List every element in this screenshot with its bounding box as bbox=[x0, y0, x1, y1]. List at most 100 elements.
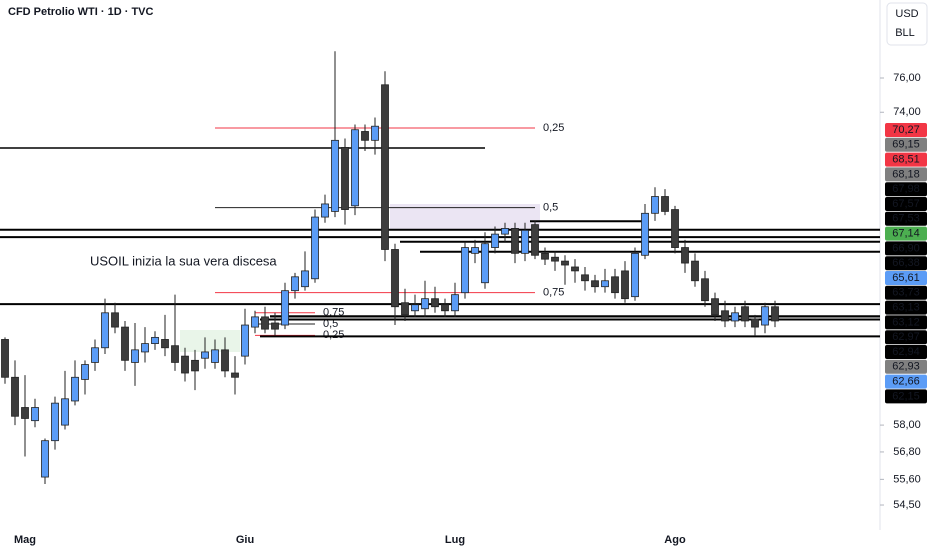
candle-body bbox=[741, 306, 749, 322]
candle-body bbox=[71, 376, 79, 402]
fib-label: 0,75 bbox=[543, 287, 564, 299]
price-label: 66,38 bbox=[892, 257, 920, 269]
candle-body bbox=[41, 440, 49, 478]
candle-body bbox=[601, 280, 609, 288]
candle-body bbox=[411, 304, 419, 312]
candle-body bbox=[251, 316, 259, 328]
candle-body bbox=[711, 298, 719, 316]
candle-body bbox=[151, 336, 159, 345]
candle-body bbox=[1, 339, 9, 378]
x-tick-label: Giu bbox=[236, 534, 254, 546]
y-tick-label: 54,50 bbox=[893, 499, 921, 511]
price-label: 62,97 bbox=[892, 331, 920, 343]
candle-body bbox=[771, 306, 779, 322]
candle-body bbox=[81, 364, 89, 380]
candle-body bbox=[281, 290, 289, 326]
candle-body bbox=[211, 349, 219, 363]
candle-body bbox=[431, 298, 439, 308]
price-label-box bbox=[885, 345, 927, 359]
candle-body bbox=[131, 349, 139, 363]
candle-body bbox=[21, 407, 29, 419]
price-label-box bbox=[885, 211, 927, 226]
price-label-box bbox=[885, 182, 927, 197]
candle-body bbox=[31, 407, 39, 422]
fib-label: 0,5 bbox=[323, 318, 338, 330]
button-frame[interactable] bbox=[886, 2, 928, 46]
candle-body bbox=[591, 280, 599, 288]
candle-body bbox=[401, 302, 409, 316]
candle-body bbox=[581, 274, 589, 282]
candle-body bbox=[441, 304, 449, 312]
price-label-box bbox=[885, 137, 927, 152]
candle-body bbox=[311, 216, 319, 280]
candle-body bbox=[231, 372, 239, 378]
candle-body bbox=[721, 310, 729, 322]
candle-body bbox=[531, 224, 539, 256]
price-label-box bbox=[885, 123, 927, 137]
candle-body bbox=[381, 84, 389, 250]
candle-body bbox=[421, 298, 429, 310]
price-label: 68,18 bbox=[892, 168, 920, 180]
price-label-box bbox=[885, 285, 927, 300]
price-label: 66,90 bbox=[892, 242, 920, 254]
candle-body bbox=[391, 249, 399, 308]
candle-body bbox=[341, 147, 349, 210]
price-label-box bbox=[885, 197, 927, 211]
currency-button[interactable]: USD BLL bbox=[886, 2, 928, 46]
candle-body bbox=[91, 347, 99, 363]
candle-body bbox=[761, 306, 769, 326]
price-label-box bbox=[885, 359, 927, 374]
candle-body bbox=[271, 322, 279, 330]
candle-body bbox=[671, 209, 679, 248]
unit[interactable]: BLL bbox=[895, 27, 915, 39]
candle-body bbox=[471, 247, 479, 254]
candle-body bbox=[651, 196, 659, 214]
candle-body bbox=[301, 270, 309, 288]
y-tick-label: 58,00 bbox=[893, 419, 921, 431]
candle-body bbox=[11, 376, 19, 417]
price-label-box bbox=[885, 330, 927, 345]
price-label: 70,27 bbox=[892, 124, 920, 136]
candle-body bbox=[661, 196, 669, 212]
candle-body bbox=[701, 278, 709, 302]
candle-body bbox=[101, 312, 109, 349]
candle-body bbox=[111, 312, 119, 328]
candle-body bbox=[61, 398, 69, 426]
price-label-box bbox=[885, 315, 927, 330]
candle-body bbox=[501, 228, 509, 235]
candle-body bbox=[681, 247, 689, 264]
candle-body bbox=[571, 266, 579, 272]
candle-body bbox=[541, 252, 549, 260]
price-label-box bbox=[885, 256, 927, 271]
y-tick-label: 74,00 bbox=[893, 106, 921, 118]
candle-body bbox=[261, 316, 269, 330]
fib-label: 0,25 bbox=[543, 122, 564, 134]
zone bbox=[180, 330, 240, 352]
candle-body bbox=[631, 252, 639, 298]
fib-label: 0,25 bbox=[323, 329, 344, 341]
candle-body bbox=[51, 402, 59, 442]
price-label: 62,15 bbox=[892, 390, 920, 402]
candle-body bbox=[331, 139, 339, 212]
currency[interactable]: USD bbox=[895, 8, 918, 20]
x-tick-label: Ago bbox=[664, 534, 686, 546]
price-label: 65,61 bbox=[892, 272, 920, 284]
candle-body bbox=[561, 260, 569, 266]
candle-body bbox=[171, 345, 179, 363]
y-tick-label: 55,60 bbox=[893, 473, 921, 485]
price-label-box bbox=[885, 152, 927, 167]
candle-body bbox=[691, 260, 699, 282]
y-tick-label: 76,00 bbox=[893, 72, 921, 84]
price-label: 67,57 bbox=[892, 198, 920, 210]
candle-body bbox=[751, 318, 759, 328]
candle-body bbox=[321, 203, 329, 218]
candle-body bbox=[191, 359, 199, 372]
candle-body bbox=[361, 131, 369, 141]
candle-body bbox=[291, 276, 299, 292]
fib-label: 0,5 bbox=[543, 202, 558, 214]
candle-body bbox=[511, 228, 519, 254]
price-label-box bbox=[885, 300, 927, 315]
price-label: 67,98 bbox=[892, 183, 920, 195]
candle-body bbox=[491, 233, 499, 248]
